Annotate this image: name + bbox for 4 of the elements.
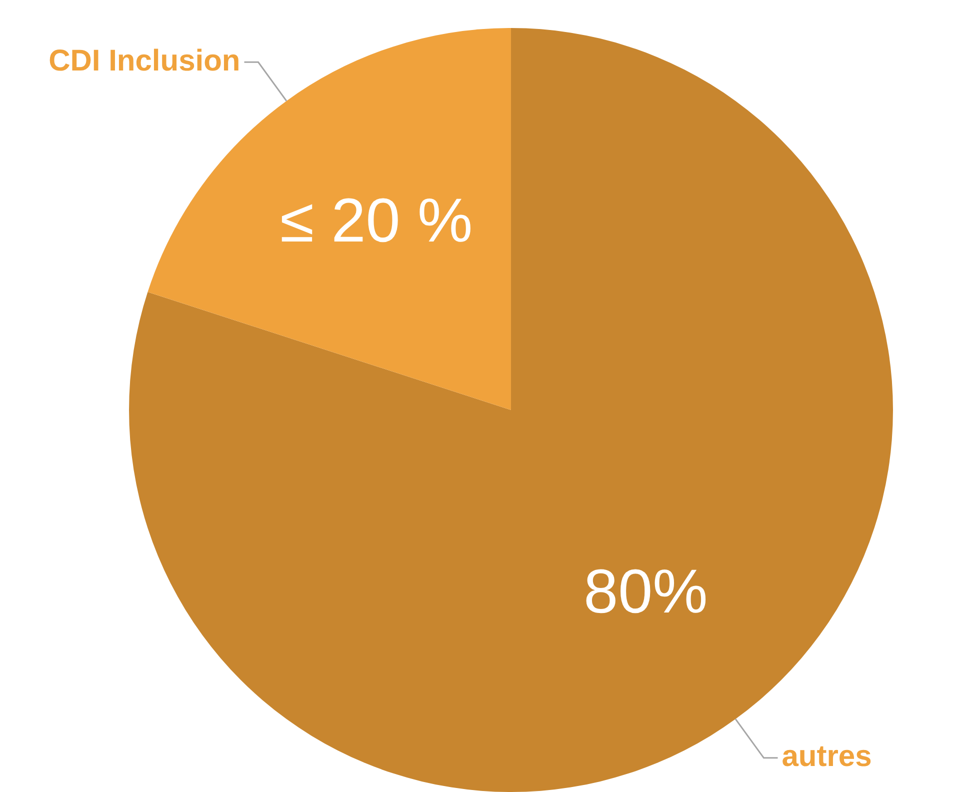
data-label: ≤ 20 % bbox=[280, 186, 473, 256]
data-label: 80% bbox=[584, 558, 708, 627]
slice-label: CDI Inclusion bbox=[48, 44, 240, 78]
slice-label: autres bbox=[782, 740, 872, 774]
